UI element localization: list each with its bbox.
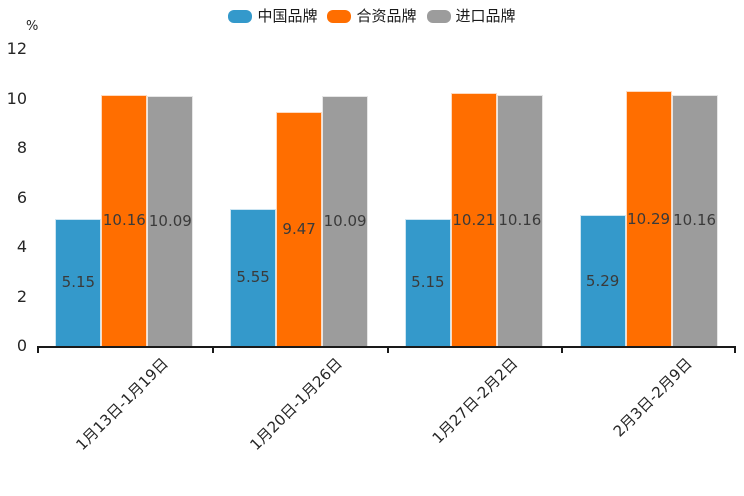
legend-marker <box>228 9 253 23</box>
bar-value-label: 10.09 <box>148 212 192 231</box>
bar-value-label: 10.16 <box>102 211 146 230</box>
bar-value-label: 5.15 <box>411 273 445 292</box>
y-axis-tick-label: 2 <box>16 286 27 306</box>
bar <box>579 215 626 346</box>
bar-value-label: 10.21 <box>452 210 496 229</box>
bar-value-label: 10.29 <box>627 209 671 228</box>
legend-item-label: 进口品牌 <box>455 7 516 25</box>
legend-item-label: 合资品牌 <box>356 7 417 25</box>
chart-legend: 中国品牌 合资品牌 进口品牌 <box>0 7 744 25</box>
y-axis-tick-label: 8 <box>16 138 27 157</box>
x-axis-tick-mark <box>561 348 564 353</box>
bar <box>404 218 451 346</box>
legend-item: 中国品牌 <box>228 7 317 25</box>
legend-item: 合资品牌 <box>327 7 417 25</box>
x-axis-tick-label: 1月13日-1月19日 <box>72 354 172 454</box>
bar-value-label: 9.47 <box>282 219 316 238</box>
bar-value-label: 10.16 <box>673 211 717 230</box>
x-axis-tick-mark <box>734 348 736 353</box>
x-axis-tick-label: 2月3日-2月9日 <box>609 354 696 441</box>
bar <box>625 91 672 346</box>
legend-marker <box>426 9 451 23</box>
y-axis-tick-label: 4 <box>16 237 27 256</box>
x-axis-tick-mark <box>37 348 39 353</box>
bar <box>496 94 543 346</box>
bar <box>276 111 323 346</box>
x-axis-tick-mark <box>211 348 214 353</box>
legend-item-label: 中国品牌 <box>257 7 318 25</box>
x-axis-line <box>37 346 736 348</box>
bar-value-label: 5.55 <box>236 268 270 287</box>
bar <box>55 218 102 346</box>
bar <box>450 93 497 346</box>
y-axis-tick-label: 12 <box>6 39 27 58</box>
y-axis-tick-label: 10 <box>6 88 27 108</box>
y-axis-tick-label: 6 <box>16 187 27 207</box>
bar-value-label: 10.09 <box>323 212 367 231</box>
y-axis-tick-label: 0 <box>16 336 27 355</box>
bar <box>230 208 277 346</box>
x-axis-tick-label: 1月27日-2月2日 <box>428 354 522 448</box>
bar <box>671 94 718 346</box>
legend-item: 进口品牌 <box>426 7 516 25</box>
legend-marker <box>327 9 352 23</box>
bar <box>147 96 194 346</box>
bar <box>322 96 369 346</box>
x-axis-tick-label: 1月20日-1月26日 <box>246 354 347 454</box>
x-axis-tick-mark <box>386 348 389 353</box>
bar-value-label: 5.29 <box>585 271 620 290</box>
bar-value-label: 5.15 <box>61 273 96 292</box>
bar-value-label: 10.16 <box>498 211 542 230</box>
bar <box>101 94 148 346</box>
y-axis-unit-label: % <box>26 19 39 34</box>
